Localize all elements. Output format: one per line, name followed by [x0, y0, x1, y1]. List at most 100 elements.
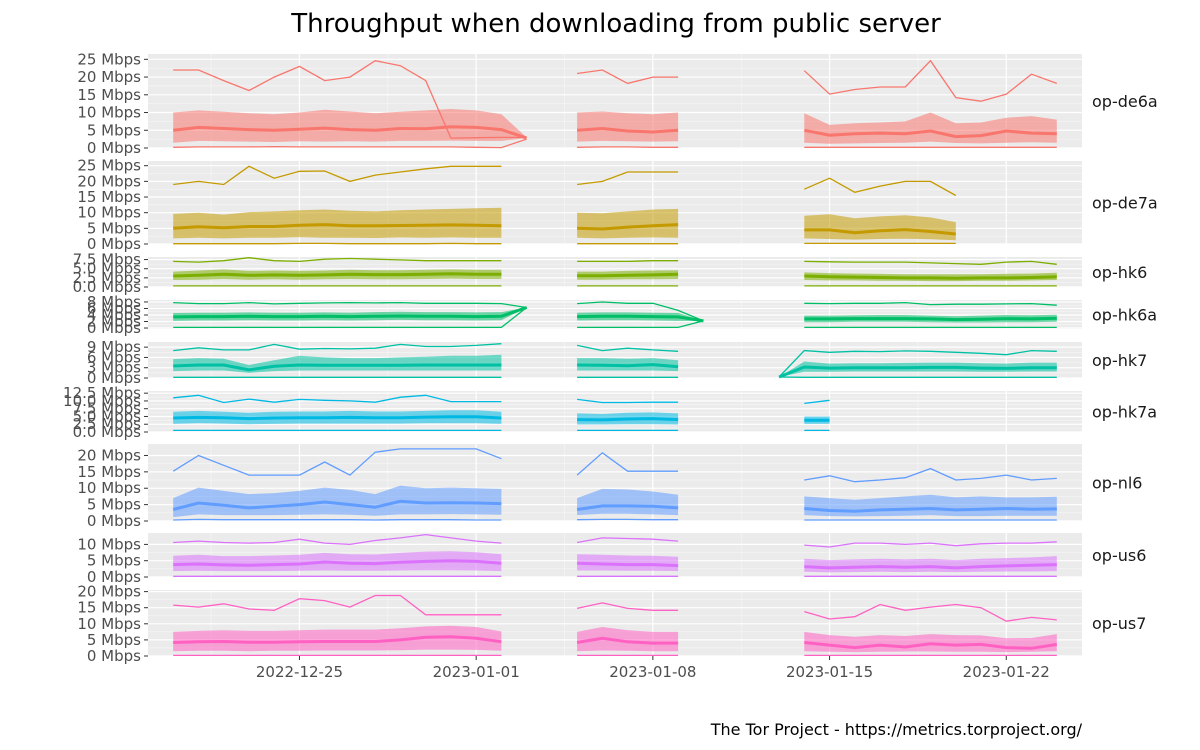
median-line — [576, 126, 679, 134]
y-tick-label: 2.5 Mbps — [73, 415, 142, 433]
y-tick-label: 25 Mbps — [77, 157, 141, 175]
max-line — [576, 451, 679, 476]
strip-label-op-us6: op-us6 — [1092, 546, 1146, 565]
median-line — [804, 563, 1057, 570]
range-area — [804, 400, 829, 430]
median-line — [173, 559, 502, 567]
strip-label-op-de6a: op-de6a — [1092, 92, 1158, 111]
max-line — [173, 60, 527, 139]
y-tick-label: 25 Mbps — [77, 50, 141, 68]
y-tick-label: 5 Mbps — [87, 631, 141, 649]
x-tick-label: 2022-12-25 — [256, 663, 343, 681]
y-tick-label: 2.5 Mbps — [73, 269, 142, 287]
max-line — [173, 301, 527, 309]
max-line — [804, 467, 1057, 483]
strip-label-op-hk7: op-hk7 — [1092, 351, 1147, 370]
y-tick-label: 0 Mbps — [87, 568, 141, 586]
max-line — [173, 257, 502, 263]
y-tick-label: 20 Mbps — [77, 446, 141, 464]
strip-label-op-hk7a: op-hk7a — [1092, 403, 1157, 422]
iqr-band — [577, 627, 679, 652]
strip-label-op-nl6: op-nl6 — [1092, 474, 1142, 493]
iqr-band — [173, 207, 502, 239]
range-area — [804, 303, 1057, 328]
iqr-band — [577, 488, 679, 516]
y-tick-label: 15 Mbps — [77, 86, 141, 104]
x-tick-label: 2023-01-08 — [609, 663, 696, 681]
y-tick-label: 5.0 Mbps — [73, 260, 142, 278]
median-line — [778, 365, 1057, 379]
max-line — [803, 59, 1058, 102]
iqr-band — [804, 214, 956, 241]
y-tick-label: 15 Mbps — [77, 599, 141, 617]
max-line — [577, 260, 679, 263]
y-tick-label: 0 Mbps — [87, 235, 141, 253]
x-axis: 2022-12-25 2023-01-01 2023-01-08 2023-01-15… — [256, 656, 1050, 681]
max-line — [804, 301, 1057, 306]
y-tick-label: 15 Mbps — [77, 188, 141, 206]
strip-label-op-hk6: op-hk6 — [1092, 263, 1147, 282]
y-tick-label: 2 Mbps — [87, 313, 141, 331]
y-tick-label: 5 Mbps — [87, 552, 141, 570]
max-line — [804, 603, 1057, 622]
median-line — [576, 504, 679, 511]
y-tick-label: 12.5 Mbps — [63, 384, 141, 402]
y-tick-label: 10 Mbps — [77, 615, 141, 633]
max-line — [804, 260, 1057, 265]
y-tick-label: 4 Mbps — [87, 306, 141, 324]
chart-title: Throughput when downloading from public … — [290, 9, 941, 39]
max-line — [577, 69, 679, 85]
y-tick-label: 20 Mbps — [77, 68, 141, 86]
iqr-band — [173, 625, 502, 652]
strip-label-op-hk6a: op-hk6a — [1092, 306, 1157, 325]
iqr-band — [173, 109, 527, 143]
iqr-band — [577, 554, 679, 572]
median-line — [173, 306, 528, 319]
median-line — [804, 316, 1057, 322]
y-tick-label: 10 Mbps — [77, 535, 141, 553]
y-tick-label: 3 Mbps — [87, 359, 141, 377]
median-line — [173, 415, 502, 421]
y-tick-label: 9 Mbps — [87, 338, 141, 356]
max-line — [576, 344, 679, 352]
iqr-band — [779, 361, 1057, 377]
y-tick-label: 0 Mbps — [87, 647, 141, 665]
iqr-band — [804, 112, 1057, 144]
max-line — [577, 301, 704, 322]
iqr-band — [577, 208, 679, 239]
y-tick-label: 5 Mbps — [87, 121, 141, 139]
max-line — [576, 537, 679, 544]
median-line — [576, 636, 679, 645]
max-line — [173, 343, 502, 352]
median-line — [804, 274, 1057, 280]
median-line — [172, 499, 502, 511]
min-line — [577, 320, 704, 329]
median-line — [804, 506, 1057, 513]
median-line — [804, 228, 956, 236]
max-line — [804, 177, 957, 197]
max-line — [577, 171, 679, 186]
median-line — [804, 128, 1057, 139]
max-line — [173, 394, 502, 404]
y-tick-label: 5 Mbps — [87, 219, 141, 237]
y-tick-label: 10 Mbps — [77, 204, 141, 222]
max-line — [577, 398, 679, 404]
y-tick-label: 0 Mbps — [87, 319, 141, 337]
iqr-band — [577, 111, 679, 142]
min-line — [173, 138, 527, 149]
y-tick-label: 0 Mbps — [87, 139, 141, 157]
y-tick-label: 20 Mbps — [77, 583, 141, 601]
y-tick-label: 8 Mbps — [87, 293, 141, 311]
median-line — [804, 641, 1058, 650]
y-tick-label: 0.0 Mbps — [73, 278, 142, 296]
y-tick-label: 20 Mbps — [77, 172, 141, 190]
y-tick-label: 0 Mbps — [87, 369, 141, 387]
